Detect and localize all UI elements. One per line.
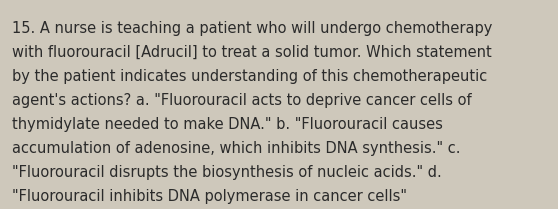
Text: "Fluorouracil disrupts the biosynthesis of nucleic acids." d.: "Fluorouracil disrupts the biosynthesis … — [12, 165, 442, 180]
Text: agent's actions? a. "Fluorouracil acts to deprive cancer cells of: agent's actions? a. "Fluorouracil acts t… — [12, 93, 472, 108]
Text: 15. A nurse is teaching a patient who will undergo chemotherapy: 15. A nurse is teaching a patient who wi… — [12, 21, 493, 36]
Text: thymidylate needed to make DNA." b. "Fluorouracil causes: thymidylate needed to make DNA." b. "Flu… — [12, 117, 443, 132]
Text: "Fluorouracil inhibits DNA polymerase in cancer cells": "Fluorouracil inhibits DNA polymerase in… — [12, 189, 407, 204]
Text: by the patient indicates understanding of this chemotherapeutic: by the patient indicates understanding o… — [12, 69, 488, 84]
Text: accumulation of adenosine, which inhibits DNA synthesis." c.: accumulation of adenosine, which inhibit… — [12, 141, 461, 156]
Text: with fluorouracil [Adrucil] to treat a solid tumor. Which statement: with fluorouracil [Adrucil] to treat a s… — [12, 45, 492, 60]
